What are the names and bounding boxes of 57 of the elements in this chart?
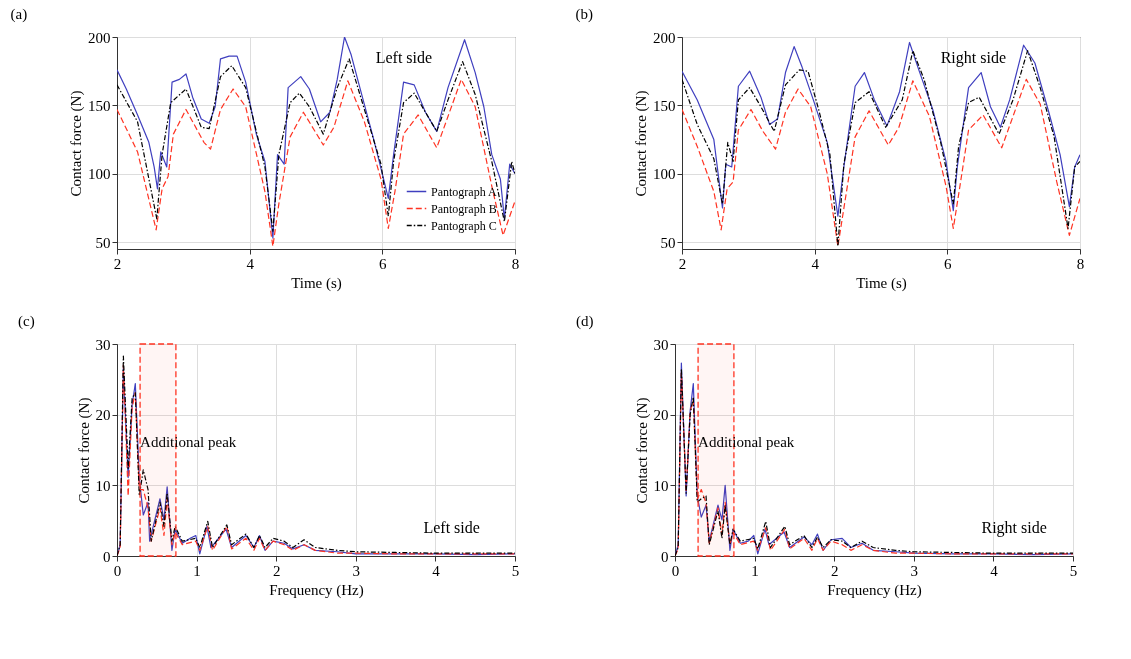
x-tick-label: 2: [113, 255, 122, 272]
x-axis-title: Frequency (Hz): [269, 581, 364, 599]
y-tick-label: 30: [653, 336, 669, 353]
y-tick-label: 50: [95, 234, 111, 251]
band-label: Additional peak: [698, 434, 795, 450]
annotation: Left side: [375, 49, 433, 67]
x-axis-title: Frequency (Hz): [827, 581, 922, 599]
x-tick-label: 5: [511, 562, 520, 579]
x-tick-label: 4: [811, 255, 820, 272]
x-tick-label: 6: [944, 255, 953, 272]
y-tick-label: 200: [653, 29, 676, 46]
y-tick-label: 0: [661, 548, 669, 565]
y-tick-label: 200: [88, 29, 111, 46]
chart-title: (d): [576, 313, 594, 330]
line-series: [682, 41, 1080, 217]
y-tick-label: 100: [653, 166, 676, 183]
y-tick-label: 10: [95, 477, 111, 494]
x-tick-label: 6: [379, 255, 388, 272]
y-tick-label: 150: [88, 97, 111, 114]
y-tick-label: 20: [95, 407, 111, 424]
legend-label: Pantograph B: [431, 201, 497, 216]
x-tick-label: 2: [830, 562, 839, 579]
x-tick-label: 4: [432, 562, 441, 579]
x-tick-label: 3: [352, 562, 361, 579]
annotation: Right side: [940, 49, 1007, 68]
x-tick-label: 1: [751, 562, 759, 579]
legend-label: Pantograph C: [431, 218, 497, 233]
y-tick-label: 150: [653, 97, 676, 114]
annotation: Left side: [423, 519, 480, 537]
x-tick-label: 5: [1069, 562, 1078, 579]
band-label: Additional peak: [140, 434, 237, 450]
x-tick-label: 0: [113, 562, 122, 579]
y-axis-title: Contact force (N): [68, 90, 85, 197]
y-tick-label: 0: [103, 548, 111, 565]
x-tick-label: 2: [272, 562, 281, 579]
x-tick-label: 1: [193, 562, 201, 579]
chart-title: (b): [575, 6, 593, 23]
y-tick-label: 30: [95, 336, 111, 353]
y-axis-title: Contact force (N): [633, 90, 650, 197]
annotation: Right side: [981, 519, 1047, 538]
y-axis-title: Contact force (N): [633, 397, 651, 504]
x-axis-title: Time (s): [291, 274, 342, 292]
x-axis-title: Time (s): [856, 274, 907, 292]
x-tick-label: 8: [511, 255, 520, 272]
x-tick-label: 3: [910, 562, 919, 579]
x-tick-label: 8: [1076, 255, 1085, 272]
legend-label: Pantograph A: [431, 184, 497, 199]
y-tick-label: 10: [653, 477, 669, 494]
x-tick-label: 4: [990, 562, 999, 579]
chart-title: (a): [10, 6, 28, 23]
y-tick-label: 100: [88, 166, 111, 183]
x-tick-label: 4: [246, 255, 255, 272]
chart-title: (c): [18, 313, 35, 330]
y-axis-title: Contact force (N): [75, 397, 93, 504]
y-tick-label: 50: [660, 234, 676, 251]
y-tick-label: 20: [653, 407, 669, 424]
x-tick-label: 2: [678, 255, 687, 272]
